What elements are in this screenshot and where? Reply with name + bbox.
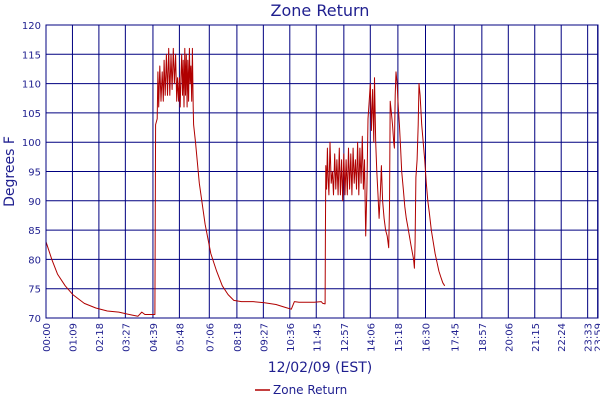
- x-tick-label: 23:59: [594, 323, 600, 352]
- x-tick-label: 17:45: [450, 323, 461, 352]
- x-tick-label: 23:33: [584, 323, 595, 352]
- y-tick-label: 70: [28, 314, 41, 325]
- y-tick-label: 80: [28, 255, 41, 266]
- legend-label: Zone Return: [273, 383, 347, 397]
- y-tick-label: 75: [28, 285, 41, 296]
- x-tick-label: 16:30: [422, 323, 433, 352]
- y-tick-label: 110: [22, 80, 41, 91]
- x-tick-label: 05:48: [175, 323, 186, 352]
- x-tick-label: 11:45: [312, 323, 323, 352]
- chart-title: Zone Return: [271, 1, 370, 20]
- x-tick-label: 02:18: [95, 323, 106, 352]
- x-tick-label: 14:06: [366, 323, 377, 352]
- y-tick-label: 90: [28, 197, 41, 208]
- y-tick-labels: 70 75 80 85 90 95 100 105 110 115 120: [22, 21, 41, 325]
- y-tick-label: 115: [22, 50, 41, 61]
- x-tick-label: 21:15: [531, 323, 542, 352]
- x-tick-label: 10:36: [286, 323, 297, 352]
- x-tick-labels: 00:00 01:09 02:18 03:27 04:39 05:48 07:06 08:18…: [42, 323, 600, 352]
- plot-area-border: [45, 24, 599, 319]
- y-tick-label: 120: [22, 21, 41, 32]
- x-tick-label: 08:18: [233, 323, 244, 352]
- grid: [45, 24, 599, 319]
- x-tick-label: 09:27: [259, 323, 270, 352]
- series-layer: [45, 47, 446, 317]
- x-tick-label: 15:18: [394, 323, 405, 352]
- series-line-zone-return: [45, 47, 446, 317]
- x-tick-label: 12:57: [340, 323, 351, 352]
- legend: Zone Return: [255, 383, 347, 397]
- y-axis-title: Degrees F: [2, 136, 18, 207]
- x-tick-label: 07:06: [205, 323, 216, 352]
- x-tick-label: 04:39: [149, 323, 160, 352]
- y-tick-label: 105: [22, 109, 41, 120]
- y-tick-label: 100: [22, 138, 41, 149]
- x-tick-label: 03:27: [121, 323, 132, 352]
- y-tick-label: 85: [28, 226, 41, 237]
- x-tick-label: 20:06: [504, 323, 515, 352]
- y-tick-label: 95: [28, 168, 41, 179]
- x-axis-title: 12/02/09 (EST): [268, 360, 373, 376]
- x-tick-label: 01:09: [68, 323, 79, 352]
- x-tick-label: 18:57: [478, 323, 489, 352]
- x-tick-label: 22:24: [557, 323, 568, 352]
- x-tick-label: 00:00: [42, 323, 53, 352]
